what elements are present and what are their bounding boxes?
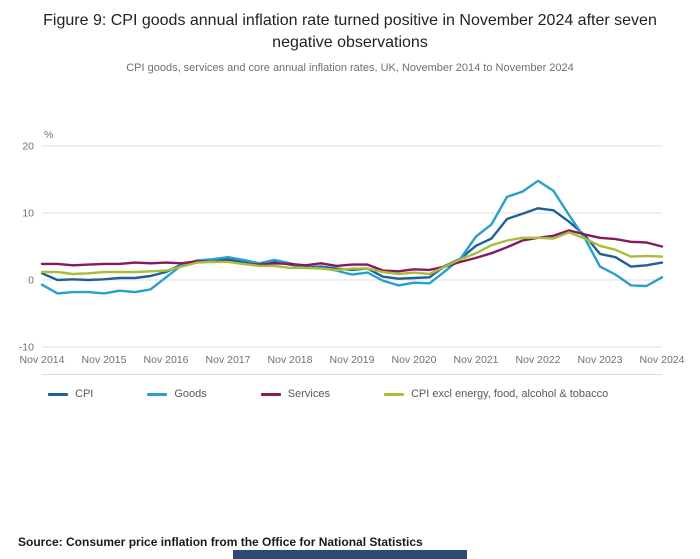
legend-label-core: CPI excl energy, food, alcohol & tobacco [410, 388, 609, 401]
y-tick-label-10: 10 [22, 208, 34, 220]
x-tick-label-4: Nov 2018 [268, 354, 313, 366]
legend-item-core: CPI excl energy, food, alcohol & tobacco [383, 388, 609, 401]
y-tick-label-0: 0 [28, 275, 34, 287]
y-tick-label-20: 20 [22, 141, 34, 153]
chart-legend: CPI Goods Services CPI excl energy, food… [42, 374, 662, 400]
y-tick-label--10: -10 [19, 342, 34, 354]
series-line-2 [40, 229, 664, 273]
y-axis-unit-label: % [44, 129, 53, 141]
x-tick-label-2: Nov 2016 [144, 354, 189, 366]
x-tick-label-7: Nov 2021 [454, 354, 499, 366]
series-line-3 [40, 231, 664, 276]
legend-swatch-services [260, 392, 281, 396]
x-tick-label-1: Nov 2015 [82, 354, 127, 366]
inflation-line-chart: 20 10 0 -10% Nov 2014 Nov 2015 Nov 2016 Nov 201… [0, 122, 700, 400]
x-tick-label-0: Nov 2014 [20, 354, 65, 366]
x-tick-label-5: Nov 2019 [330, 354, 375, 366]
series-line-0 [40, 207, 664, 282]
legend-label-services: Services [287, 388, 330, 401]
series-line-1 [40, 179, 664, 295]
x-tick-label-9: Nov 2023 [578, 354, 623, 366]
figure-subtitle: CPI goods, services and core annual infl… [126, 62, 574, 75]
legend-swatch-goods [147, 392, 168, 396]
legend-item-goods: Goods [147, 388, 207, 401]
legend-item-services: Services [260, 388, 330, 401]
chart-canvas: 20 10 0 -10% Nov 2014 Nov 2015 Nov 2016 Nov 201… [19, 129, 685, 366]
legend-swatch-core [383, 392, 404, 396]
source-attribution: Source: Consumer price inflation from th… [18, 535, 423, 549]
bottom-bar [233, 550, 467, 559]
legend-label-cpi: CPI [75, 388, 94, 401]
legend-label-goods: Goods [174, 388, 207, 401]
legend-item-cpi: CPI [48, 388, 93, 400]
legend-swatch-cpi [48, 392, 68, 396]
x-tick-label-8: Nov 2022 [516, 354, 561, 366]
x-tick-label-10: Nov 2024 [640, 354, 685, 366]
figure-title: Figure 9: CPI goods annual inflation rat… [43, 12, 657, 51]
x-tick-label-3: Nov 2017 [206, 354, 251, 366]
x-tick-label-6: Nov 2020 [392, 354, 437, 366]
